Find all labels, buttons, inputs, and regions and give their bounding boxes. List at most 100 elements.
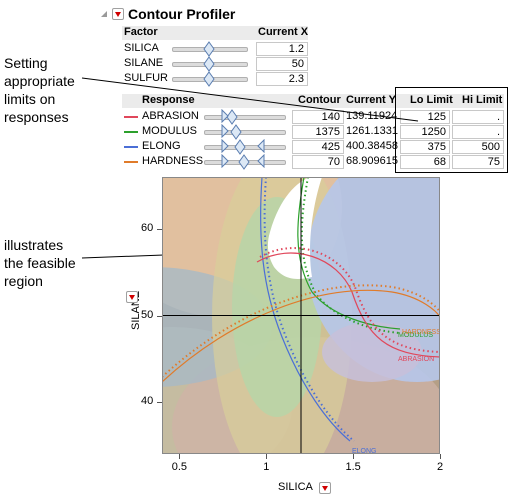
- limit-handles-icon[interactable]: [200, 154, 290, 168]
- y-tick-label: 40: [141, 395, 154, 408]
- contour-abrasion: [256, 252, 441, 358]
- response-name: ELONG: [142, 140, 181, 152]
- factor-value-input[interactable]: 1.2: [256, 42, 308, 56]
- response-header: Response: [142, 94, 195, 106]
- annotation-feasible: illustrates the feasible region: [4, 236, 76, 290]
- current-y-value: 400.38458: [346, 140, 398, 152]
- lo-limit-input[interactable]: 68: [400, 155, 450, 169]
- factor-slider-handle-icon[interactable]: [203, 55, 215, 72]
- factor-header: Factor: [124, 26, 158, 38]
- x-axis-label: SILICA: [278, 481, 313, 493]
- response-slider-track[interactable]: [204, 115, 286, 120]
- contour-elong: [260, 176, 351, 442]
- y-tick-mark: [157, 315, 162, 317]
- x-tick-label: 0.5: [171, 461, 188, 473]
- contour-plot-svg[interactable]: ABRASION MODULUS ELONG HARDNESS: [161, 176, 441, 455]
- factor-slider-handle-icon[interactable]: [203, 70, 215, 87]
- response-color-swatch: [124, 161, 138, 163]
- profiler-title-row: Contour Profiler: [100, 4, 235, 24]
- response-name: ABRASION: [142, 110, 199, 122]
- hi-limit-input[interactable]: .: [452, 110, 504, 124]
- red-triangle-menu-icon[interactable]: [112, 8, 124, 20]
- factor-value-input[interactable]: 2.3: [256, 72, 308, 86]
- factor-value-input[interactable]: 50: [256, 57, 308, 71]
- response-name: MODULUS: [142, 125, 198, 137]
- contour-label: MODULUS: [398, 332, 433, 339]
- hi-limit-input[interactable]: 75: [452, 155, 504, 169]
- x-tick-mark: [353, 454, 355, 459]
- y-axis-menu-icon[interactable]: [126, 291, 138, 303]
- contour-elong-dotted: [263, 176, 355, 442]
- response-color-swatch: [124, 146, 138, 148]
- contour-value-input[interactable]: 1375: [292, 125, 344, 139]
- x-tick-label: 1: [263, 461, 270, 473]
- profiler-title: Contour Profiler: [128, 6, 236, 22]
- y-tick-mark: [157, 228, 162, 230]
- response-slider-track[interactable]: [204, 145, 286, 150]
- contour-value-input[interactable]: 140: [292, 110, 344, 124]
- current-x-header: Current X: [258, 26, 309, 38]
- contour-abrasion-dotted: [259, 247, 441, 353]
- x-tick-mark: [440, 454, 441, 459]
- response-contour-handle-icon[interactable]: [226, 108, 238, 125]
- contour-labels: ABRASION MODULUS ELONG HARDNESS: [352, 329, 441, 455]
- response-name: HARDNESS: [142, 155, 204, 167]
- annotation-line: region: [4, 273, 43, 289]
- contour-value-input[interactable]: 425: [292, 140, 344, 154]
- limit-handles-icon[interactable]: [200, 109, 290, 123]
- response-contour-handle-icon[interactable]: [238, 153, 250, 170]
- current-y-header: Current Y: [346, 94, 396, 106]
- contour-hardness: [161, 289, 441, 383]
- annotation-line: responses: [4, 109, 69, 125]
- response-color-swatch: [124, 116, 138, 118]
- leader-line-limits: [81, 77, 419, 122]
- contour-modulus-dotted: [300, 176, 401, 334]
- contour-label: HARDNESS: [402, 329, 440, 336]
- hi-limit-header: Hi Limit: [462, 94, 503, 106]
- x-tick-label: 1.5: [345, 461, 361, 473]
- lo-limit-input[interactable]: 1250: [400, 125, 450, 139]
- contour-hardness-dotted: [161, 284, 441, 378]
- limit-handles-icon[interactable]: [200, 124, 290, 138]
- y-tick-label: 50: [141, 308, 154, 321]
- plot-frame: [162, 177, 440, 454]
- x-axis-menu-icon[interactable]: [318, 481, 331, 494]
- contour-header: Contour: [298, 94, 341, 106]
- contour-label: ELONG: [352, 448, 377, 454]
- x-axis-title: SILICA: [278, 480, 331, 495]
- contour-label: ABRASION: [398, 356, 434, 363]
- lo-limit-input[interactable]: 375: [400, 140, 450, 154]
- response-color-swatch: [124, 131, 138, 133]
- response-contour-handle-icon[interactable]: [234, 138, 246, 155]
- annotation-line: appropriate: [4, 73, 75, 89]
- factor-table-header: [122, 26, 308, 40]
- contour-value-input[interactable]: 70: [292, 155, 344, 169]
- hi-limit-input[interactable]: 500: [452, 140, 504, 154]
- current-y-value: 68.909615: [346, 155, 398, 167]
- factor-name: SILANE: [124, 57, 164, 69]
- x-tick-label: 2: [436, 461, 444, 473]
- response-table-header: [122, 94, 504, 108]
- y-tick-mark: [157, 402, 162, 404]
- limits-highlight-box: [395, 87, 508, 173]
- x-tick-mark: [179, 454, 181, 459]
- factor-name: SULFUR: [124, 72, 169, 84]
- x-tick-mark: [266, 454, 268, 459]
- response-contour-handle-icon[interactable]: [230, 123, 242, 140]
- annotation-line: limits on: [4, 91, 56, 107]
- annotation-line: the feasible: [4, 255, 76, 271]
- y-tick-label: 60: [141, 221, 154, 234]
- contour-modulus: [297, 176, 401, 330]
- current-y-value: 1261.1331: [346, 125, 398, 137]
- contour-plot[interactable]: ABRASION MODULUS ELONG HARDNESS: [161, 176, 441, 455]
- shade-modulus-lobe: [322, 322, 422, 382]
- limit-handles-icon[interactable]: [200, 139, 290, 153]
- annotation-limits: Setting appropriate limits on responses: [4, 54, 75, 126]
- factor-name: SILICA: [124, 42, 159, 54]
- contour-lines: [161, 176, 441, 442]
- hi-limit-input[interactable]: .: [452, 125, 504, 139]
- response-slider-track[interactable]: [204, 130, 286, 135]
- lo-limit-header: Lo Limit: [410, 94, 453, 106]
- factor-slider-handle-icon[interactable]: [203, 40, 215, 57]
- collapse-icon[interactable]: [100, 10, 108, 18]
